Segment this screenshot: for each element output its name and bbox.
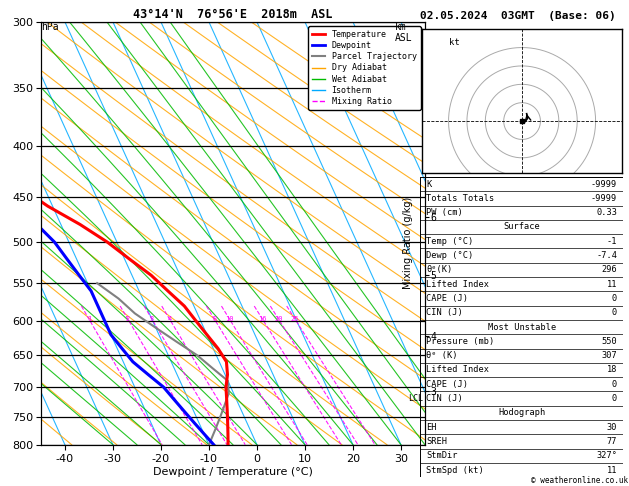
Text: StmSpd (kt): StmSpd (kt) xyxy=(426,466,484,475)
Text: 02.05.2024  03GMT  (Base: 06): 02.05.2024 03GMT (Base: 06) xyxy=(420,11,616,21)
Text: Mixing Ratio (g/kg): Mixing Ratio (g/kg) xyxy=(403,197,413,289)
Text: 11: 11 xyxy=(607,466,617,475)
Text: StmDir: StmDir xyxy=(426,451,458,460)
Text: Temp (°C): Temp (°C) xyxy=(426,237,474,246)
Legend: Temperature, Dewpoint, Parcel Trajectory, Dry Adiabat, Wet Adiabat, Isotherm, Mi: Temperature, Dewpoint, Parcel Trajectory… xyxy=(308,26,421,110)
Text: -9999: -9999 xyxy=(591,194,617,203)
Text: km
ASL: km ASL xyxy=(395,22,413,43)
Text: 0: 0 xyxy=(612,394,617,403)
Text: CIN (J): CIN (J) xyxy=(426,394,463,403)
Text: K: K xyxy=(426,179,431,189)
Text: 1: 1 xyxy=(87,316,91,322)
Text: 0: 0 xyxy=(612,294,617,303)
Text: 10: 10 xyxy=(225,316,234,322)
Text: 0: 0 xyxy=(612,308,617,317)
Title: 43°14'N  76°56'E  2018m  ASL: 43°14'N 76°56'E 2018m ASL xyxy=(133,8,333,21)
Text: 296: 296 xyxy=(601,265,617,275)
Text: 2: 2 xyxy=(126,316,130,322)
Text: 20: 20 xyxy=(274,316,283,322)
Text: Hodograph: Hodograph xyxy=(498,408,545,417)
Text: 8: 8 xyxy=(213,316,216,322)
X-axis label: Dewpoint / Temperature (°C): Dewpoint / Temperature (°C) xyxy=(153,467,313,477)
Text: © weatheronline.co.uk: © weatheronline.co.uk xyxy=(531,475,628,485)
Text: Dewp (°C): Dewp (°C) xyxy=(426,251,474,260)
Text: kt: kt xyxy=(448,38,459,47)
Text: 77: 77 xyxy=(607,437,617,446)
Text: Lifted Index: Lifted Index xyxy=(426,365,489,375)
Text: CIN (J): CIN (J) xyxy=(426,308,463,317)
Text: 0.33: 0.33 xyxy=(596,208,617,217)
Text: Surface: Surface xyxy=(503,223,540,231)
Text: 11: 11 xyxy=(607,279,617,289)
Text: 4: 4 xyxy=(167,316,172,322)
Text: 25: 25 xyxy=(291,316,299,322)
Text: 30: 30 xyxy=(607,423,617,432)
Text: 550: 550 xyxy=(601,337,617,346)
Text: θᵉ (K): θᵉ (K) xyxy=(426,351,458,360)
Text: SREH: SREH xyxy=(426,437,447,446)
Text: 327°: 327° xyxy=(596,451,617,460)
Text: hPa: hPa xyxy=(41,22,58,32)
Text: 16: 16 xyxy=(259,316,267,322)
Text: -9999: -9999 xyxy=(591,179,617,189)
Text: θᵉ(K): θᵉ(K) xyxy=(426,265,452,275)
Text: 0: 0 xyxy=(612,380,617,389)
Text: EH: EH xyxy=(426,423,437,432)
Text: 18: 18 xyxy=(607,365,617,375)
Text: Most Unstable: Most Unstable xyxy=(487,323,556,331)
Text: -7.4: -7.4 xyxy=(596,251,617,260)
Text: CAPE (J): CAPE (J) xyxy=(426,380,468,389)
Text: -1: -1 xyxy=(607,237,617,246)
Text: LCL: LCL xyxy=(408,394,423,402)
Text: Pressure (mb): Pressure (mb) xyxy=(426,337,494,346)
Text: Totals Totals: Totals Totals xyxy=(426,194,494,203)
Text: PW (cm): PW (cm) xyxy=(426,208,463,217)
Text: 307: 307 xyxy=(601,351,617,360)
Text: CAPE (J): CAPE (J) xyxy=(426,294,468,303)
Text: 3: 3 xyxy=(150,316,154,322)
Text: Lifted Index: Lifted Index xyxy=(426,279,489,289)
